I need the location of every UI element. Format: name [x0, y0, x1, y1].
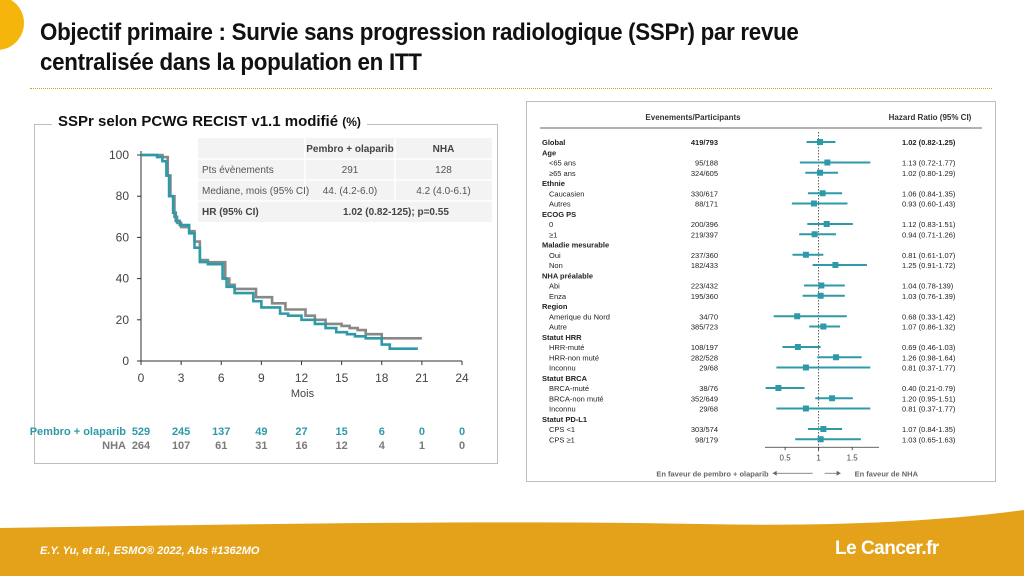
km-panel-frame: [34, 124, 498, 464]
km-heading: SSPr selon PCWG RECIST v1.1 modifié (%): [52, 113, 367, 130]
title-divider: [30, 88, 992, 89]
footer-band: [0, 528, 1024, 576]
km-heading-unit: (%): [342, 115, 361, 129]
km-heading-text: SSPr selon PCWG RECIST v1.1 modifié: [58, 113, 339, 130]
slide-title: Objectif primaire : Survie sans progress…: [40, 19, 799, 76]
citation: E.Y. Yu, et al., ESMO® 2022, Abs #1362MO: [40, 545, 260, 557]
site-logo: Le Cancer.fr: [835, 538, 939, 559]
forest-panel-frame: [526, 101, 996, 482]
corner-accent-circle: [0, 0, 24, 50]
